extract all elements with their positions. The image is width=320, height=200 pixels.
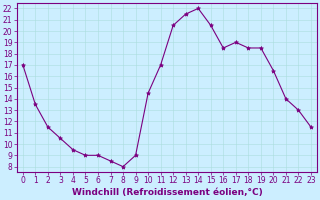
- X-axis label: Windchill (Refroidissement éolien,°C): Windchill (Refroidissement éolien,°C): [72, 188, 262, 197]
